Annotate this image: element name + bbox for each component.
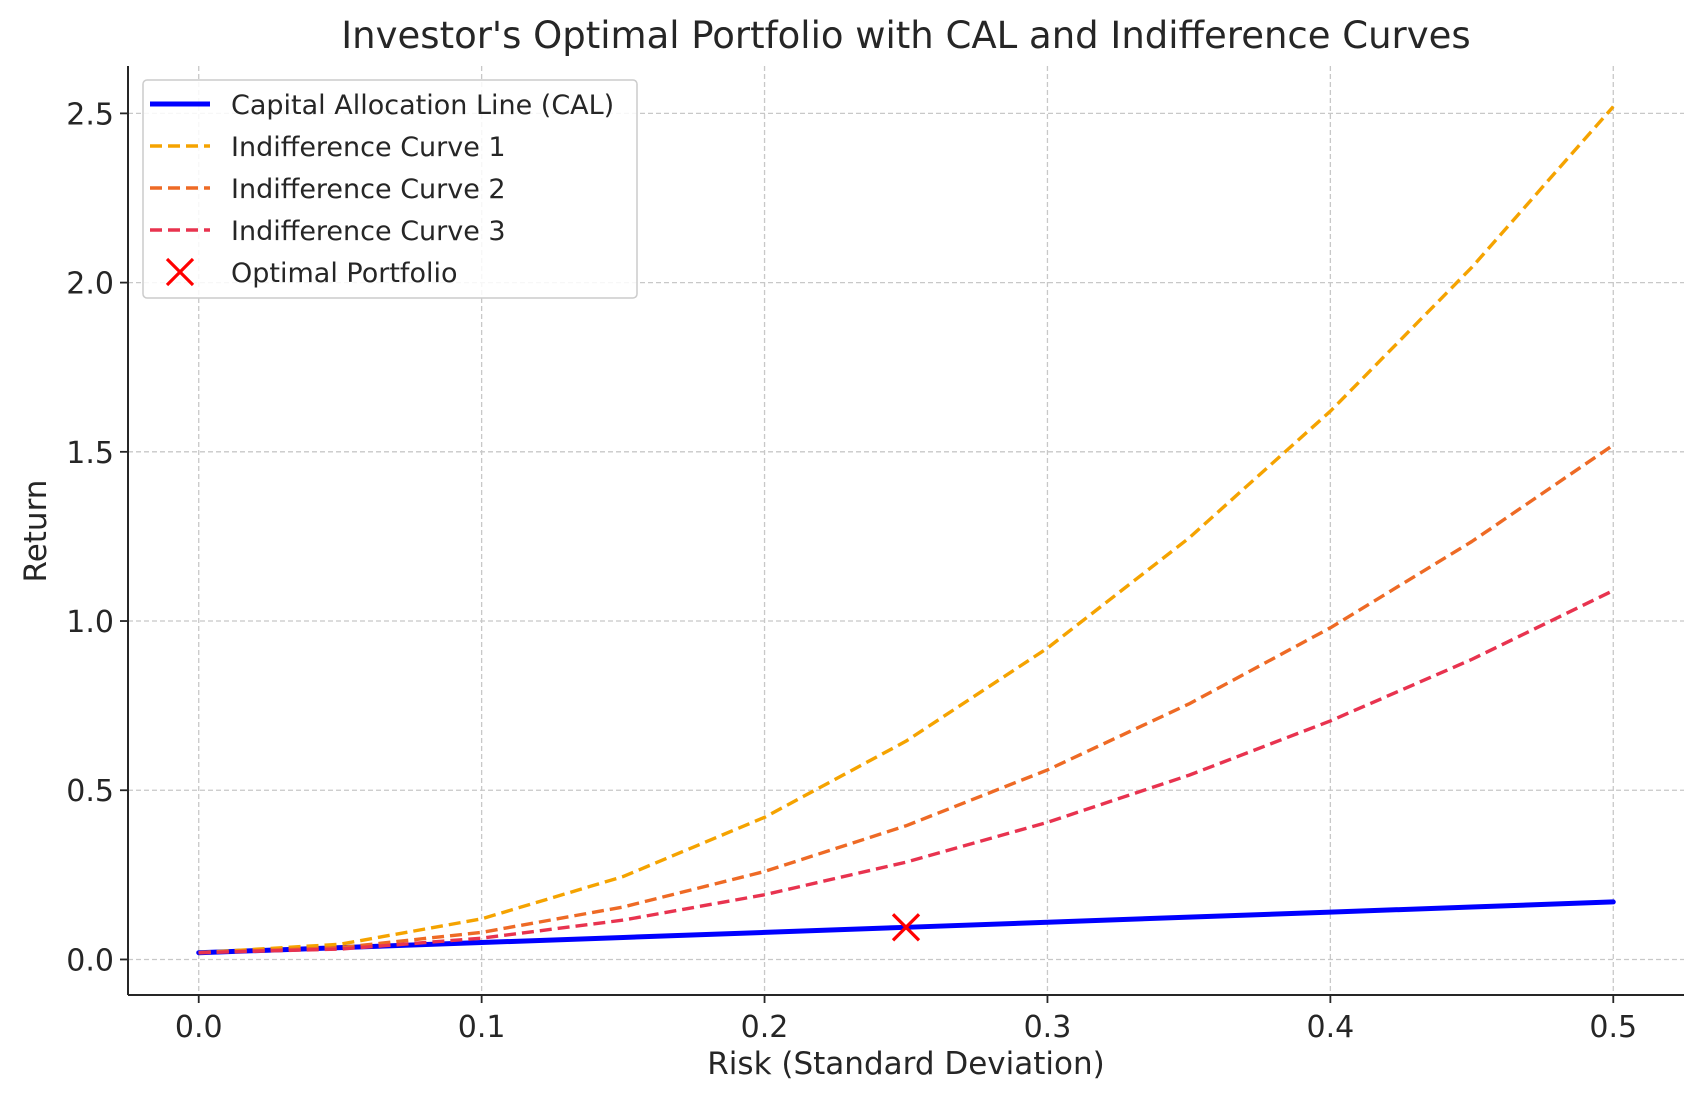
y-tick-label: 2.5 <box>66 97 114 132</box>
legend-label: Indifference Curve 3 <box>231 216 506 247</box>
legend-item-indifference-curve-2: Indifference Curve 2 <box>150 174 506 205</box>
legend-label: Indifference Curve 2 <box>231 174 506 205</box>
legend-label: Capital Allocation Line (CAL) <box>231 90 614 121</box>
y-tick-label: 2.0 <box>66 267 114 302</box>
legend-label: Indifference Curve 1 <box>231 132 506 163</box>
y-axis-label: Return <box>18 480 54 583</box>
series-line-indifference-curve-3 <box>198 589 1615 955</box>
axes <box>127 66 1684 996</box>
y-tick-label: 1.0 <box>66 605 114 640</box>
legend-item-indifference-curve-3: Indifference Curve 3 <box>150 216 506 247</box>
legend-item-optimal-portfolio: Optimal Portfolio <box>165 257 457 289</box>
series-line-indifference-curve-2 <box>198 443 1615 955</box>
y-tick-label: 0.5 <box>66 774 114 809</box>
x-tick-label: 0.3 <box>1024 1010 1072 1045</box>
y-tick-label: 0.0 <box>66 943 114 978</box>
x-tick-label: 0.1 <box>458 1010 506 1045</box>
x-tick-label: 0.5 <box>1589 1010 1637 1045</box>
chart-title: Investor's Optimal Portfolio with CAL an… <box>341 14 1470 57</box>
x-tick-label: 0.2 <box>741 1010 789 1045</box>
x-axis-label: Risk (Standard Deviation) <box>707 1046 1104 1082</box>
series-line-indifference-curve-1 <box>198 105 1615 955</box>
points-layer <box>891 913 921 942</box>
point-marker-optimal-portfolio <box>891 913 921 942</box>
grid <box>128 66 1684 995</box>
legend-label: Optimal Portfolio <box>231 258 457 289</box>
x-tick-label: 0.0 <box>175 1010 223 1045</box>
legend: Capital Allocation Line (CAL) Indifferenc… <box>142 79 638 299</box>
y-tick-label: 1.5 <box>66 436 114 471</box>
legend-item-capital-allocation-line-cal: Capital Allocation Line (CAL) <box>150 90 614 121</box>
series-layer <box>196 105 1616 956</box>
legend-item-indifference-curve-1: Indifference Curve 1 <box>150 132 506 163</box>
legend-box <box>142 79 638 299</box>
ticks: 0.0 0.1 0.2 0.3 0.4 0.5 0.0 0.5 1.0 1.5 2.0 2.5 <box>66 97 1637 1045</box>
point-x-stroke <box>891 913 921 942</box>
legend-swatch <box>165 257 195 287</box>
x-tick-label: 0.4 <box>1307 1010 1355 1045</box>
